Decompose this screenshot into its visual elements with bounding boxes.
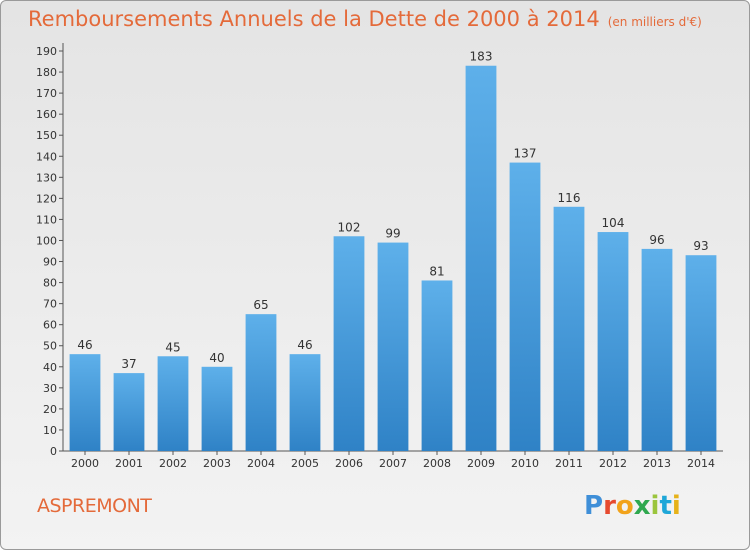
bar-value-label: 104 bbox=[602, 216, 625, 230]
axes: 0 10 20 30 40 50 60 70 80 90 100 110 120 130 140 150 160… bbox=[36, 43, 723, 470]
bars bbox=[69, 65, 717, 451]
bar bbox=[597, 232, 629, 451]
brand-letter: i bbox=[671, 491, 681, 521]
y-tick-label: 150 bbox=[36, 129, 57, 142]
commune-name: ASPREMONT bbox=[37, 495, 152, 517]
x-tick-label: 2010 bbox=[511, 457, 539, 470]
value-labels: 46 37 45 40 65 46 102 99 81 183 137 116 104 96 93 bbox=[77, 50, 708, 371]
title-text: Remboursements Annuels de la Dette de 20… bbox=[28, 7, 600, 31]
y-tick-label: 90 bbox=[43, 256, 57, 269]
bar bbox=[377, 242, 409, 451]
bar-value-label: 116 bbox=[558, 191, 581, 205]
bar bbox=[509, 162, 541, 451]
brand-letter: r bbox=[603, 491, 616, 521]
bar-value-label: 102 bbox=[338, 220, 361, 234]
x-tick-label: 2004 bbox=[247, 457, 275, 470]
y-tick-label: 140 bbox=[36, 150, 57, 163]
y-tick-label: 60 bbox=[43, 319, 57, 332]
chart-subtitle: (en milliers d'€) bbox=[607, 15, 702, 29]
x-tick-label: 2006 bbox=[335, 457, 363, 470]
x-tick-label: 2002 bbox=[159, 457, 187, 470]
y-tick-label: 160 bbox=[36, 108, 57, 121]
brand-letter: t bbox=[659, 491, 672, 521]
bar bbox=[289, 354, 321, 451]
x-tick-label: 2001 bbox=[115, 457, 143, 470]
bar bbox=[113, 373, 145, 451]
bar-value-label: 45 bbox=[165, 340, 180, 354]
y-tick-label: 100 bbox=[36, 234, 57, 247]
y-tick-label: 180 bbox=[36, 66, 57, 79]
bar-value-label: 99 bbox=[385, 227, 400, 241]
y-tick-label: 80 bbox=[43, 277, 57, 290]
bar bbox=[421, 280, 453, 451]
x-tick-label: 2003 bbox=[203, 457, 231, 470]
bar bbox=[245, 314, 277, 451]
bar-value-label: 37 bbox=[121, 357, 136, 371]
x-tick-label: 2008 bbox=[423, 457, 451, 470]
bar bbox=[333, 236, 365, 451]
y-tick-label: 70 bbox=[43, 298, 57, 311]
y-tick-label: 110 bbox=[36, 213, 57, 226]
bar bbox=[69, 354, 101, 451]
brand-letter: P bbox=[584, 491, 604, 521]
x-tick-label: 2007 bbox=[379, 457, 407, 470]
y-tick-label: 20 bbox=[43, 403, 57, 416]
brand-logo: Proxiti bbox=[584, 491, 681, 521]
y-tick-label: 10 bbox=[43, 424, 57, 437]
bar bbox=[553, 206, 585, 451]
bar bbox=[685, 255, 717, 451]
y-tick-label: 120 bbox=[36, 192, 57, 205]
y-tick-label: 130 bbox=[36, 171, 57, 184]
bar-value-label: 46 bbox=[297, 338, 312, 352]
bar bbox=[465, 65, 497, 451]
bar bbox=[641, 248, 673, 451]
bar bbox=[201, 366, 233, 451]
y-tick-label: 40 bbox=[43, 361, 57, 374]
x-tick-label: 2011 bbox=[555, 457, 583, 470]
bar-value-label: 183 bbox=[470, 50, 493, 64]
bar-value-label: 81 bbox=[429, 264, 444, 278]
y-tick-label: 30 bbox=[43, 382, 57, 395]
x-tick-label: 2009 bbox=[467, 457, 495, 470]
bar-value-label: 137 bbox=[514, 147, 537, 161]
bar-value-label: 93 bbox=[693, 239, 708, 253]
bar bbox=[157, 356, 189, 451]
bar-value-label: 46 bbox=[77, 338, 92, 352]
x-tick-label: 2012 bbox=[599, 457, 627, 470]
brand-letter: i bbox=[650, 491, 660, 521]
bar-value-label: 96 bbox=[649, 233, 664, 247]
y-tick-label: 0 bbox=[50, 445, 57, 458]
x-tick-label: 2005 bbox=[291, 457, 319, 470]
bar-value-label: 65 bbox=[253, 298, 268, 312]
x-tick-label: 2014 bbox=[687, 457, 715, 470]
brand-letter: o bbox=[615, 491, 634, 521]
bar-value-label: 40 bbox=[209, 351, 224, 365]
y-tick-label: 190 bbox=[36, 45, 57, 58]
y-tick-label: 170 bbox=[36, 87, 57, 100]
brand-letter: x bbox=[633, 491, 651, 521]
x-tick-label: 2013 bbox=[643, 457, 671, 470]
x-tick-label: 2000 bbox=[71, 457, 99, 470]
chart-title: Remboursements Annuels de la Dette de 20… bbox=[28, 7, 702, 31]
y-tick-label: 50 bbox=[43, 340, 57, 353]
bar-chart: 0 10 20 30 40 50 60 70 80 90 100 110 120 130 140 150 160… bbox=[36, 43, 723, 470]
